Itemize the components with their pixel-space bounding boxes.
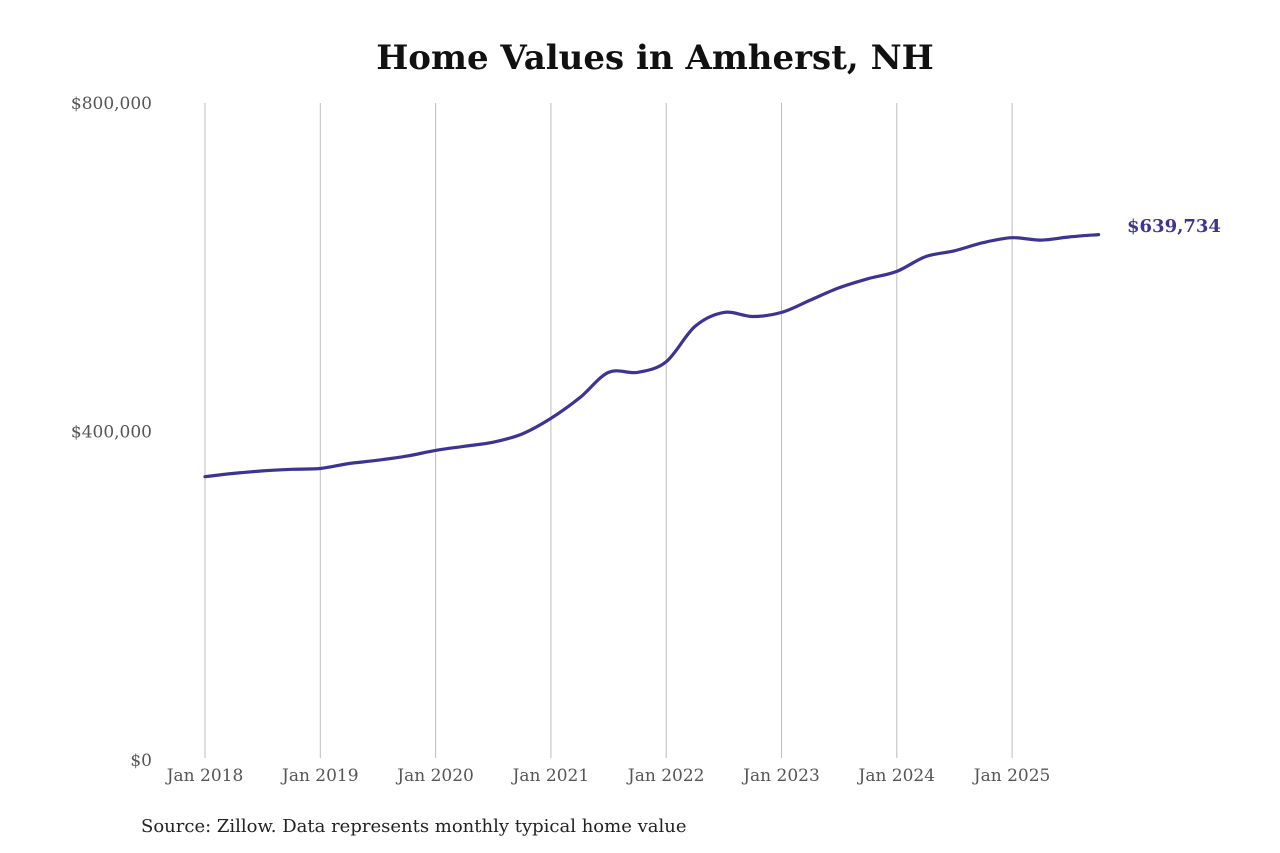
y-axis-labels: $0 $400,000 $800,000 (71, 94, 152, 771)
latest-value-label: $639,734 (1127, 216, 1221, 237)
x-tick-label: Jan 2024 (857, 766, 936, 786)
vertical-gridlines (204, 103, 1013, 758)
source-note: Source: Zillow. Data represents monthly … (141, 816, 687, 837)
x-tick-label: Jan 2025 (972, 766, 1051, 786)
y-tick-label: $800,000 (71, 94, 152, 114)
home-value-line (203, 233, 1101, 479)
x-tick-label: Jan 2019 (280, 766, 359, 786)
x-tick-label: Jan 2023 (741, 766, 820, 786)
x-tick-label: Jan 2020 (395, 766, 474, 786)
x-tick-label: Jan 2022 (626, 766, 705, 786)
x-axis-labels: Jan 2018 Jan 2019 Jan 2020 Jan 2021 Jan 2022… (165, 766, 1051, 786)
y-tick-label: $0 (130, 751, 152, 771)
x-tick-label: Jan 2018 (165, 766, 244, 786)
y-tick-label: $400,000 (71, 423, 152, 443)
x-tick-label: Jan 2021 (511, 766, 590, 786)
chart-title: Home Values in Amherst, NH (376, 38, 934, 78)
